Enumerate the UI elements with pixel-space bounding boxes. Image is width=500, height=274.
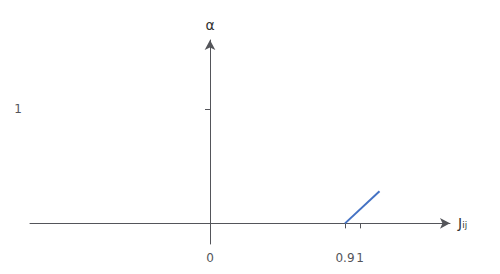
svg-text:0.9: 0.9 — [335, 251, 354, 265]
svg-text:Jᵢⱼ: Jᵢⱼ — [457, 215, 467, 231]
svg-text:α: α — [205, 17, 214, 33]
svg-text:1: 1 — [356, 251, 364, 265]
svg-text:1: 1 — [14, 102, 22, 116]
svg-text:0: 0 — [206, 251, 214, 265]
